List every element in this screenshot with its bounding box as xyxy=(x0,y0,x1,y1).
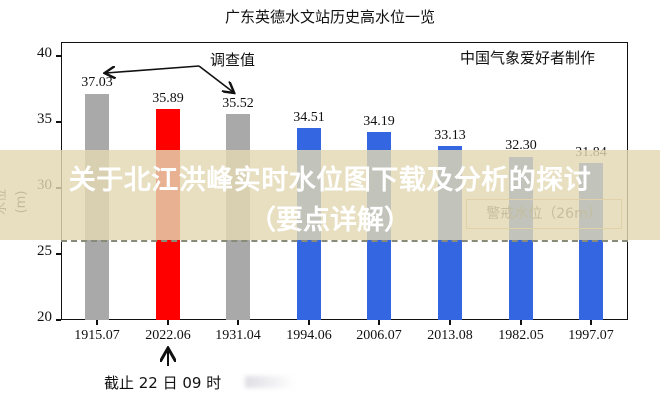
timestamp-note: 截止 22 日 09 时 xyxy=(104,374,222,392)
x-tick-mark xyxy=(449,320,451,325)
value-label: 34.19 xyxy=(363,114,395,129)
x-tick-mark xyxy=(167,320,169,325)
headline-line1: 关于北江洪峰实时水位图下载及分析的探讨 xyxy=(68,165,592,196)
x-tick-label: 2013.08 xyxy=(427,328,473,343)
blurred-text xyxy=(245,376,295,388)
y-tick-25: 25 xyxy=(37,243,52,259)
y-tick-mark xyxy=(56,121,61,123)
credit-annotation: 中国气象爱好者制作 xyxy=(460,49,596,67)
value-label: 33.13 xyxy=(434,128,466,143)
chart-title: 广东英德水文站历史高水位一览 xyxy=(224,8,435,26)
headline-line2: （要点详解） xyxy=(249,205,411,236)
value-label: 32.30 xyxy=(505,138,537,153)
headline-banner xyxy=(0,150,660,240)
x-tick-label: 1982.05 xyxy=(498,328,544,343)
y-tick-mark xyxy=(56,319,61,321)
x-tick-mark xyxy=(520,320,522,325)
survey-annotation: 调查值 xyxy=(210,51,256,69)
warning-level-line xyxy=(61,240,628,242)
value-label: 35.89 xyxy=(152,91,184,106)
y-tick-mark xyxy=(56,55,61,57)
x-tick-label: 2006.07 xyxy=(356,328,402,343)
x-tick-mark xyxy=(96,320,98,325)
value-label: 34.51 xyxy=(293,110,325,125)
x-tick-label: 1931.04 xyxy=(215,328,261,343)
x-tick-label: 1997.07 xyxy=(568,328,614,343)
x-tick-mark xyxy=(378,320,380,325)
x-tick-label: 2022.06 xyxy=(145,328,191,343)
x-tick-mark xyxy=(237,320,239,325)
y-tick-35: 35 xyxy=(37,111,52,127)
y-tick-mark xyxy=(56,253,61,255)
y-tick-40: 40 xyxy=(37,45,52,61)
x-tick-mark xyxy=(590,320,592,325)
x-tick-mark xyxy=(308,320,310,325)
y-tick-20: 20 xyxy=(37,309,52,325)
value-label: 35.52 xyxy=(222,96,254,111)
x-tick-label: 1994.06 xyxy=(286,328,332,343)
x-tick-label: 1915.07 xyxy=(74,328,120,343)
